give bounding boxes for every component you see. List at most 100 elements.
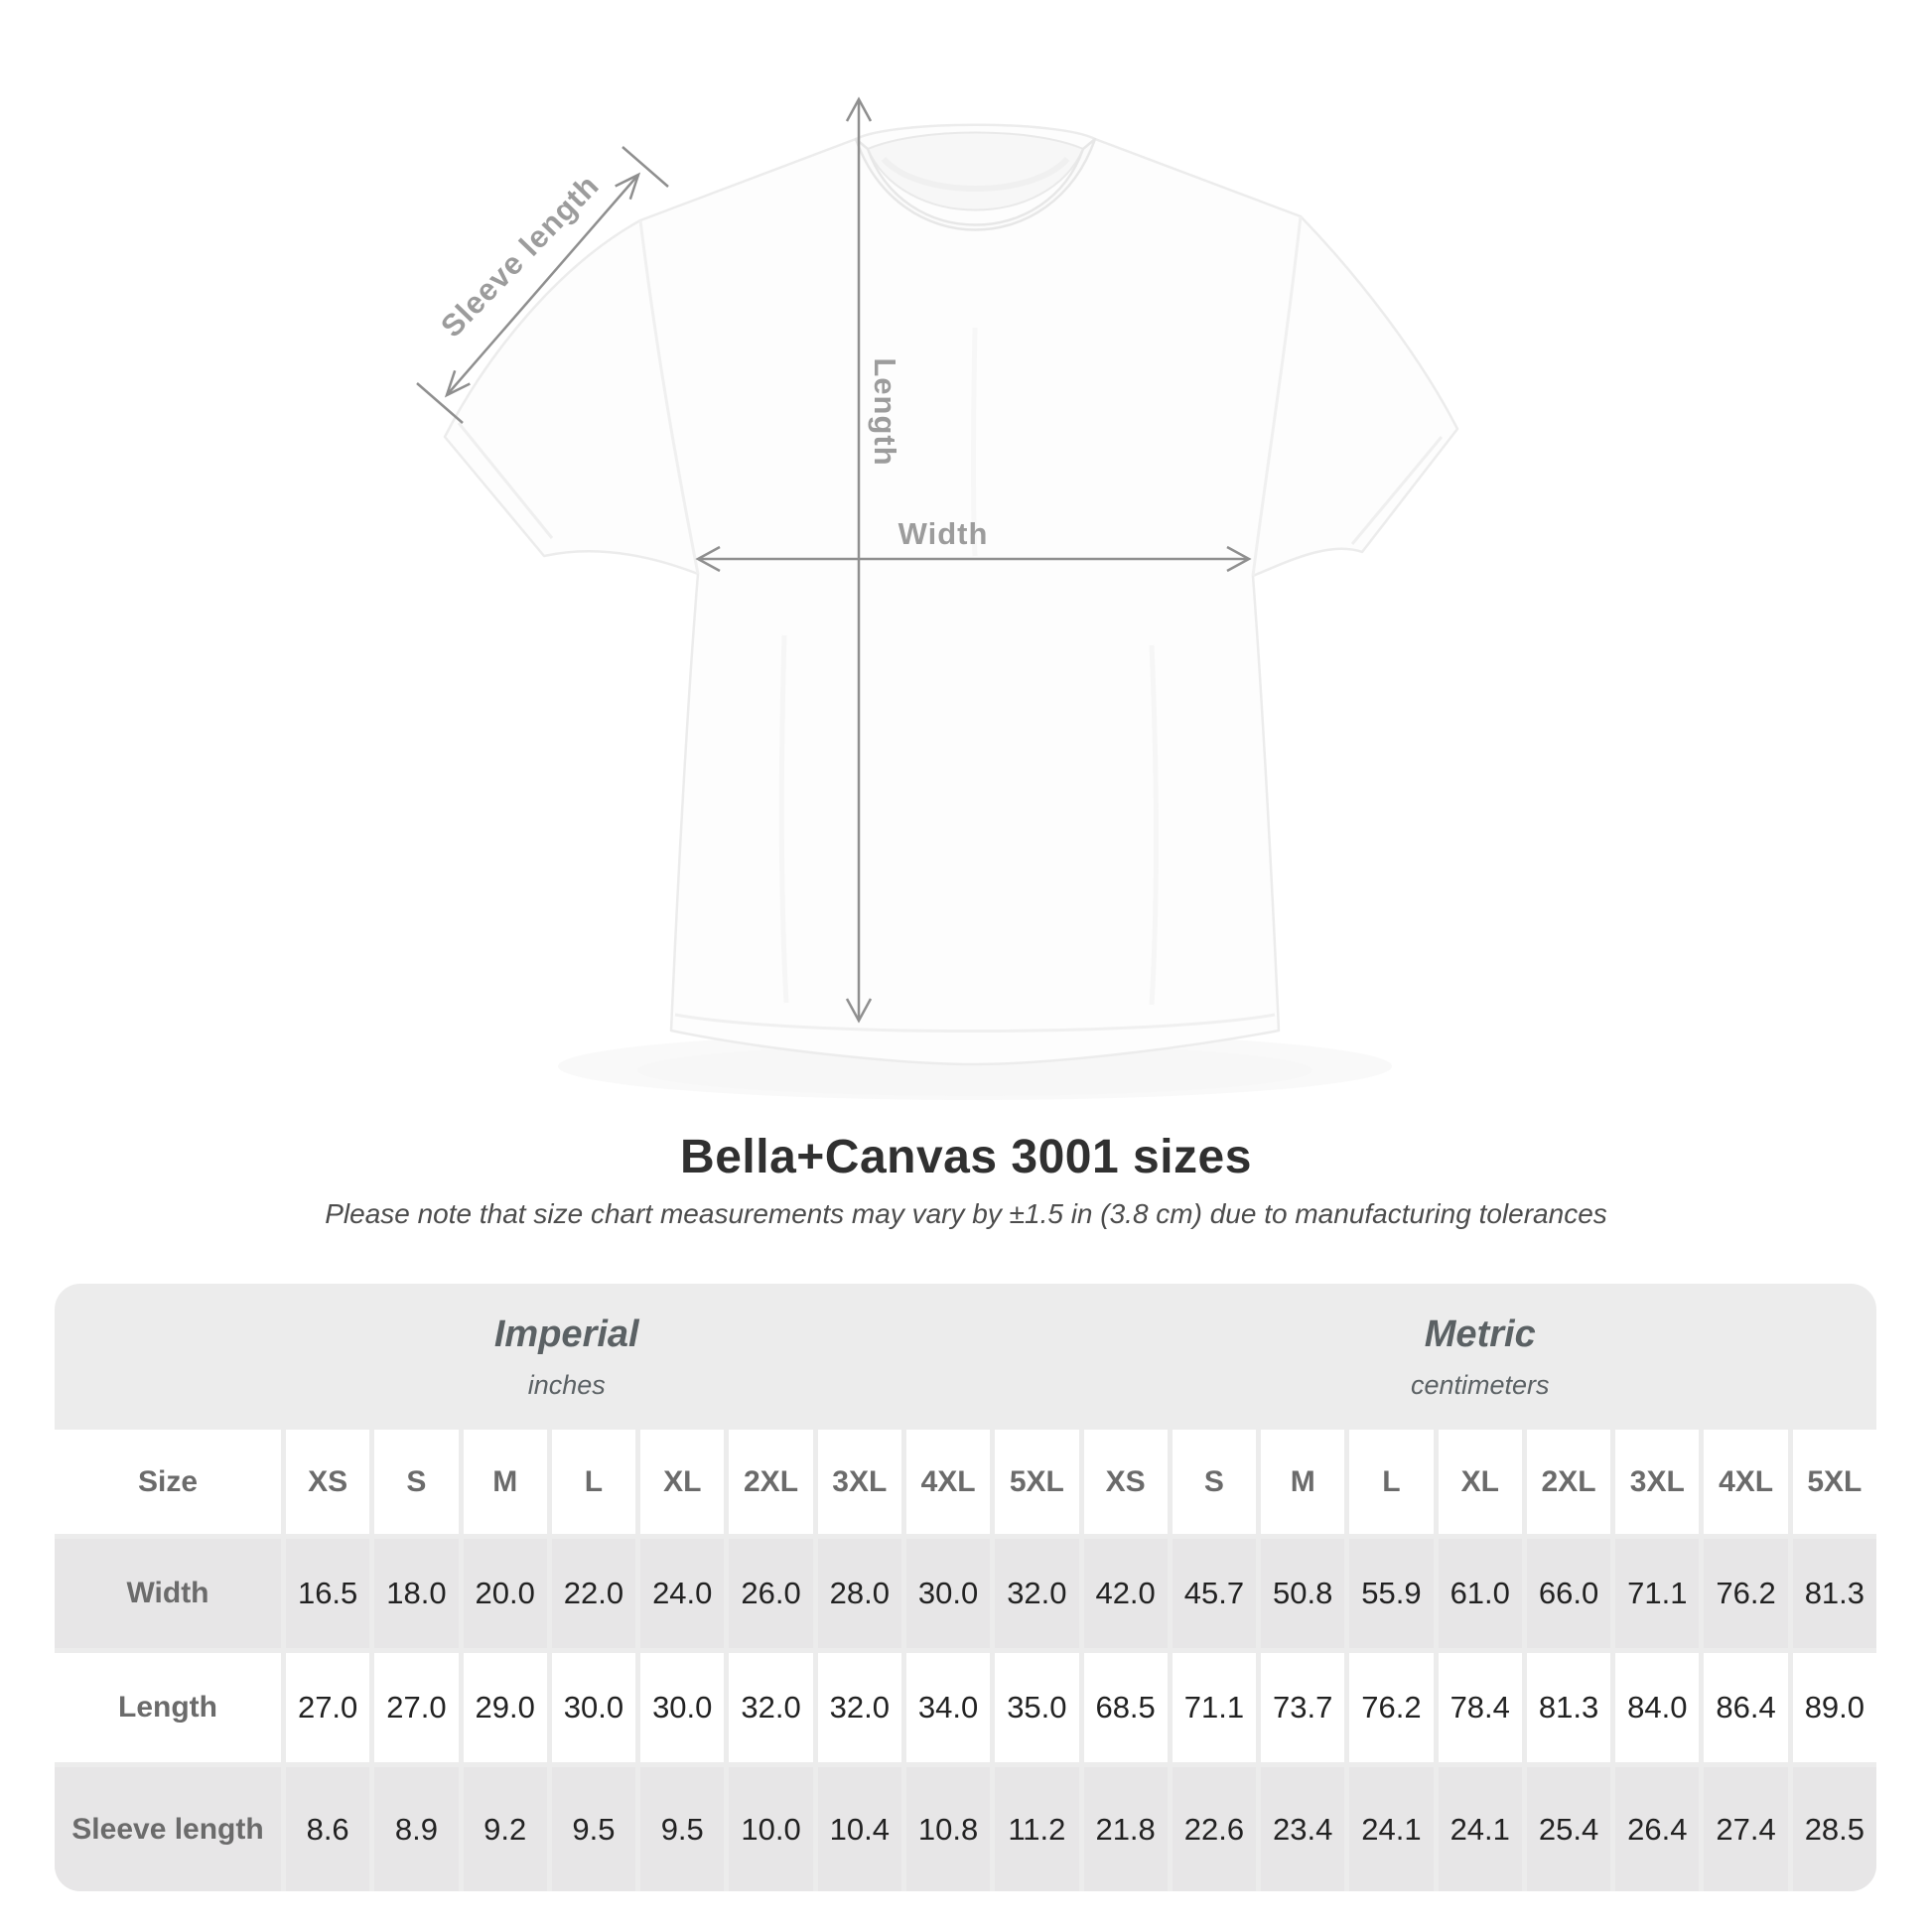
- size-column-header-metric: L: [1349, 1430, 1434, 1534]
- right-sleeve-seam: [1251, 215, 1303, 577]
- size-table: Imperial inches Metric centimeters Size X…: [55, 1284, 1876, 1891]
- size-column-header-metric: 3XL: [1615, 1430, 1700, 1534]
- size-value-cell: 71.1: [1615, 1539, 1700, 1648]
- left-sleeve-seam: [638, 219, 700, 575]
- size-value-cell: 30.0: [640, 1653, 725, 1762]
- size-value-cell: 81.3: [1792, 1539, 1876, 1648]
- sleeve-length-arrow: [416, 146, 669, 424]
- size-column-header-imperial: L: [551, 1430, 636, 1534]
- size-column-header-metric: S: [1172, 1430, 1257, 1534]
- size-column-header-metric: 5XL: [1792, 1430, 1876, 1534]
- size-corner-header: Size: [55, 1430, 281, 1534]
- title-block: Bella+Canvas 3001 sizes Please note that…: [0, 1130, 1932, 1230]
- size-value-cell: 11.2: [995, 1767, 1079, 1891]
- size-value-cell: 76.2: [1704, 1539, 1788, 1648]
- size-value-cell: 23.4: [1261, 1767, 1345, 1891]
- neck-shadow: [881, 156, 1070, 192]
- size-value-cell: 42.0: [1083, 1539, 1168, 1648]
- size-value-cell: 26.4: [1615, 1767, 1700, 1891]
- size-column-header-metric: XL: [1438, 1430, 1522, 1534]
- size-value-cell: 9.5: [551, 1767, 636, 1891]
- group-imperial-label: Imperial: [493, 1313, 639, 1355]
- left-cuff-seam: [457, 422, 554, 539]
- size-value-cell: 27.4: [1704, 1767, 1788, 1891]
- size-value-cell: 24.0: [640, 1539, 725, 1648]
- size-value-cell: 28.0: [817, 1539, 901, 1648]
- size-value-cell: 32.0: [995, 1539, 1079, 1648]
- size-column-header-imperial: 3XL: [817, 1430, 901, 1534]
- size-column-header-metric: XS: [1083, 1430, 1168, 1534]
- size-value-cell: 24.1: [1438, 1767, 1522, 1891]
- size-value-cell: 22.6: [1172, 1767, 1257, 1891]
- page-subtitle: Please note that size chart measurements…: [325, 1198, 1607, 1229]
- group-metric-label: Metric: [1424, 1313, 1536, 1355]
- size-value-cell: 32.0: [817, 1653, 901, 1762]
- shirt-shadow-soft: [558, 1033, 1392, 1100]
- tshirt-measurement-diagram: Sleeve length Length Width: [416, 96, 1459, 1100]
- group-header-imperial: Imperial inches: [55, 1284, 1079, 1425]
- size-value-cell: 30.0: [905, 1539, 991, 1648]
- size-value-cell: 50.8: [1261, 1539, 1345, 1648]
- fold-line: [1149, 644, 1159, 1006]
- size-column-header-metric: 4XL: [1704, 1430, 1788, 1534]
- size-value-cell: 71.1: [1172, 1653, 1257, 1762]
- size-value-cell: 21.8: [1083, 1767, 1168, 1891]
- size-value-cell: 84.0: [1615, 1653, 1700, 1762]
- size-value-cell: 28.5: [1792, 1767, 1876, 1891]
- size-column-header-metric: 2XL: [1526, 1430, 1611, 1534]
- row-label: Width: [55, 1539, 281, 1648]
- width-arrow: [695, 545, 1252, 573]
- size-value-cell: 24.1: [1349, 1767, 1434, 1891]
- size-value-cell: 8.6: [286, 1767, 370, 1891]
- group-metric-unit: centimeters: [1410, 1370, 1550, 1400]
- length-label: Length: [868, 357, 902, 467]
- size-value-cell: 35.0: [995, 1653, 1079, 1762]
- size-value-cell: 73.7: [1261, 1653, 1345, 1762]
- group-header-metric: Metric centimeters: [1084, 1284, 1877, 1425]
- collar-band: [854, 137, 1097, 231]
- tshirt-image: [416, 96, 1459, 1100]
- size-value-cell: 61.0: [1438, 1539, 1522, 1648]
- size-value-cell: 68.5: [1083, 1653, 1168, 1762]
- size-column-header-imperial: M: [463, 1430, 547, 1534]
- size-value-cell: 81.3: [1526, 1653, 1611, 1762]
- shirt-body: [443, 123, 1459, 1066]
- size-value-cell: 78.4: [1438, 1653, 1522, 1762]
- size-value-cell: 34.0: [905, 1653, 991, 1762]
- size-column-header-imperial: XS: [286, 1430, 370, 1534]
- size-value-cell: 27.0: [374, 1653, 459, 1762]
- size-value-cell: 10.0: [729, 1767, 813, 1891]
- fold-line: [971, 327, 978, 557]
- size-column-header-imperial: 2XL: [729, 1430, 813, 1534]
- size-column-header-imperial: XL: [640, 1430, 725, 1534]
- size-value-cell: 9.5: [640, 1767, 725, 1891]
- size-column-header-imperial: S: [374, 1430, 459, 1534]
- size-value-cell: 29.0: [463, 1653, 547, 1762]
- size-value-cell: 66.0: [1526, 1539, 1611, 1648]
- size-value-cell: 27.0: [286, 1653, 370, 1762]
- hem-seam: [674, 1013, 1276, 1033]
- row-label: Length: [55, 1653, 281, 1762]
- size-value-cell: 10.4: [817, 1767, 901, 1891]
- size-value-cell: 25.4: [1526, 1767, 1611, 1891]
- row-label: Sleeve length: [55, 1767, 281, 1891]
- size-column-header-imperial: 4XL: [905, 1430, 991, 1534]
- right-cuff-seam: [1350, 436, 1444, 545]
- size-value-cell: 22.0: [551, 1539, 636, 1648]
- page-title: Bella+Canvas 3001 sizes: [680, 1131, 1252, 1183]
- size-value-cell: 76.2: [1349, 1653, 1434, 1762]
- size-value-cell: 9.2: [463, 1767, 547, 1891]
- size-value-cell: 89.0: [1792, 1653, 1876, 1762]
- size-value-cell: 86.4: [1704, 1653, 1788, 1762]
- size-column-header-imperial: 5XL: [995, 1430, 1079, 1534]
- size-value-cell: 30.0: [551, 1653, 636, 1762]
- size-value-cell: 45.7: [1172, 1539, 1257, 1648]
- size-grid: Imperial inches Metric centimeters Size X…: [55, 1284, 1876, 1891]
- size-value-cell: 16.5: [286, 1539, 370, 1648]
- width-label: Width: [897, 516, 989, 551]
- size-column-header-metric: M: [1261, 1430, 1345, 1534]
- group-imperial-unit: inches: [527, 1370, 606, 1400]
- size-value-cell: 10.8: [905, 1767, 991, 1891]
- size-value-cell: 26.0: [729, 1539, 813, 1648]
- size-value-cell: 8.9: [374, 1767, 459, 1891]
